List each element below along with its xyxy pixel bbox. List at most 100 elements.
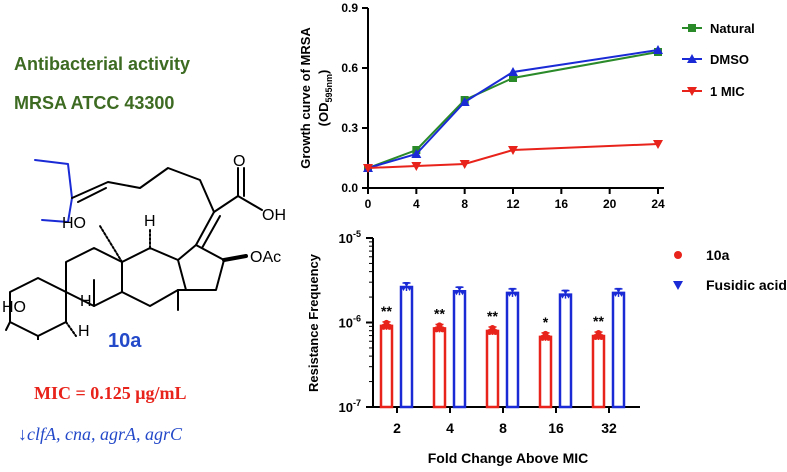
bar-fusidic-acid-point	[459, 290, 466, 296]
compound-label: 10a	[108, 330, 142, 352]
legend-fusidic-acid: Fusidic acid	[673, 277, 787, 293]
downregulated-genes: ↓clfA, cna, agrA, agrC	[18, 424, 182, 445]
bar-10a	[432, 327, 447, 409]
resistance-ytick-label: 10-5	[339, 229, 361, 246]
growth-ytick-label: 0.3	[341, 121, 358, 135]
bar-fusidic-acid-point	[562, 289, 569, 295]
bar-fusidic-acid-point	[618, 291, 625, 297]
growth-point-dmso	[508, 67, 518, 76]
resistance-x-label: Fold Change Above MIC	[428, 450, 588, 466]
growth-curve-chart: 0.0 0.3 0.6 0.9 0 4 8 12 16 20 24 Growth curve of…	[298, 1, 755, 211]
growth-y-label: Growth curve of MRSA	[298, 27, 313, 169]
growth-xtick-label: 12	[506, 197, 520, 211]
bar-fusidic-acid	[505, 291, 520, 409]
resistance-xtick-label: 32	[601, 420, 617, 436]
growth-xtick-label: 8	[461, 197, 468, 211]
resistance-y-label: Resistance Frequency	[306, 253, 321, 392]
bar-10a-point	[595, 330, 602, 337]
growth-series	[363, 45, 663, 173]
significance-marker: **	[593, 313, 604, 329]
bar-fusidic-acid-point	[403, 282, 410, 288]
growth-y-ticks: 0.0 0.3 0.6 0.9	[341, 1, 368, 195]
legend-fusidic-label: Fusidic acid	[706, 277, 787, 293]
resistance-bars: ** ** ** * **	[379, 282, 626, 409]
legend-natural-label: Natural	[710, 21, 755, 36]
legend-dmso: DMSO	[682, 52, 749, 67]
bar-fusidic-acid-point	[406, 286, 413, 292]
legend-dmso-label: DMSO	[710, 52, 749, 67]
significance-marker: **	[434, 305, 445, 321]
legend-natural: Natural	[682, 21, 755, 36]
growth-point-dmso	[411, 149, 422, 158]
growth-point-1-mic	[508, 146, 518, 155]
resistance-xtick-label: 2	[393, 420, 401, 436]
growth-point-1-mic	[653, 140, 663, 149]
significance-marker: *	[543, 314, 549, 330]
bar-fusidic-acid	[611, 291, 626, 409]
mic-value: MIC = 0.125 μg/mL	[34, 383, 187, 403]
heading-strain: MRSA ATCC 43300	[14, 93, 175, 113]
label-ho-top: HO	[62, 215, 86, 232]
growth-ytick-label: 0.0	[341, 181, 358, 195]
bar-10a-point	[383, 319, 390, 326]
legend-10a: 10a	[674, 247, 730, 263]
bar-fusidic-acid-point	[612, 291, 619, 297]
significance-marker: **	[381, 303, 392, 319]
bar-fusidic-acid-point	[565, 293, 572, 299]
growth-xtick-label: 20	[603, 197, 617, 211]
bar-fusidic-acid-point	[512, 291, 519, 297]
legend-1mic: 1 MIC	[682, 84, 745, 99]
bar-10a-point	[542, 330, 549, 337]
bar-fusidic-acid-point	[509, 287, 516, 293]
growth-point-1-mic	[411, 162, 422, 171]
resistance-legend: 10a Fusidic acid	[673, 247, 787, 293]
bar-fusidic-acid-point	[400, 286, 407, 292]
bar-10a	[538, 335, 553, 409]
growth-point-1-mic	[363, 164, 373, 173]
resistance-xtick-label: 8	[499, 420, 507, 436]
down-arrow-icon: ↓	[18, 424, 27, 444]
growth-point-dmso	[653, 45, 663, 54]
resistance-ytick-label: 10-7	[339, 398, 361, 415]
label-h-ring-b: H	[80, 293, 92, 310]
growth-x-ticks: 0 4 8 12 16 20 24	[365, 188, 665, 211]
growth-point-1-mic	[459, 160, 470, 169]
bar-fusidic-acid-point	[559, 293, 566, 299]
growth-y-label-line2: (OD595nm)	[316, 70, 334, 127]
bar-fusidic-acid-point	[453, 290, 460, 296]
significance-marker: **	[487, 308, 498, 324]
growth-point-natural	[509, 74, 517, 82]
resistance-xtick-label: 4	[446, 420, 454, 436]
label-oh: OH	[262, 207, 286, 224]
resistance-xtick-label: 16	[548, 420, 564, 436]
genes-list: clfA, cna, agrA, agrC	[27, 424, 182, 444]
bar-fusidic-acid-point	[506, 291, 513, 297]
bar-fusidic-acid	[452, 289, 467, 409]
growth-xtick-label: 24	[651, 197, 665, 211]
bar-fusidic-acid-point	[456, 286, 463, 292]
resistance-ytick-label: 10-6	[339, 314, 361, 331]
label-ho-bottom: HO	[2, 299, 26, 316]
chemical-structure: HO H H O OH OAc HO H	[2, 153, 286, 340]
growth-xtick-label: 16	[555, 197, 569, 211]
heading-antibacterial-activity: Antibacterial activity	[14, 54, 191, 74]
growth-legend: Natural DMSO 1 MIC	[682, 21, 755, 99]
bar-10a-point	[436, 322, 443, 329]
resistance-frequency-chart: 10-510-610-7 2 4 8 16 32 ** ** ** * ** Resistanc…	[306, 229, 787, 466]
bar-fusidic-acid	[399, 285, 414, 409]
resistance-x-ticks: 2 4 8 16 32	[393, 407, 617, 436]
growth-ytick-label: 0.6	[341, 61, 358, 75]
label-oac: OAc	[250, 249, 281, 266]
label-h-ring-a: H	[78, 323, 90, 340]
resistance-y-ticks: 10-5 10-6 10-7	[339, 229, 373, 415]
growth-ytick-label: 0.9	[341, 1, 358, 15]
bar-fusidic-acid	[558, 293, 573, 409]
bar-fusidic-acid-point	[615, 287, 622, 293]
growth-point-dmso	[459, 97, 470, 106]
label-o: O	[233, 153, 245, 170]
bar-10a	[591, 334, 606, 409]
growth-xtick-label: 4	[413, 197, 420, 211]
legend-10a-label: 10a	[706, 247, 730, 263]
bar-10a-point	[489, 324, 496, 331]
growth-axes	[367, 8, 664, 189]
